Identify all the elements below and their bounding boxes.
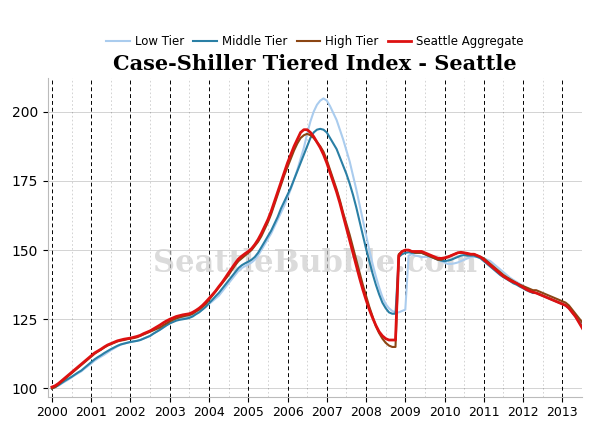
Text: SeattleBubble.com: SeattleBubble.com [153,248,477,279]
High Tier [304,131,311,136]
Middle Tier [317,126,324,132]
High Tier [49,386,56,391]
Low Tier [444,261,451,266]
Low Tier [595,354,600,359]
Middle Tier [520,286,527,291]
Low Tier [320,96,327,101]
High Tier [595,328,600,333]
Legend: Low Tier, Middle Tier, High Tier, Seattle Aggregate: Low Tier, Middle Tier, High Tier, Seattl… [106,35,524,48]
Seattle Aggregate [336,201,343,206]
Title: Case-Shiller Tiered Index - Seattle: Case-Shiller Tiered Index - Seattle [113,54,517,74]
Low Tier [49,386,56,391]
Seattle Aggregate [49,385,56,390]
Low Tier [336,127,343,132]
Line: Low Tier: Low Tier [52,99,600,388]
Seattle Aggregate [300,127,307,132]
Middle Tier [143,335,151,340]
High Tier [444,254,451,259]
High Tier [251,243,259,249]
Low Tier [143,335,151,340]
Low Tier [520,283,527,289]
High Tier [143,330,151,336]
High Tier [520,283,527,289]
Seattle Aggregate [444,254,451,259]
Seattle Aggregate [595,340,600,345]
Middle Tier [49,386,56,391]
Seattle Aggregate [143,330,151,335]
Line: High Tier: High Tier [52,134,600,388]
Middle Tier [444,258,451,263]
Low Tier [251,257,259,262]
Line: Middle Tier: Middle Tier [52,129,600,388]
Seattle Aggregate [251,242,259,247]
Seattle Aggregate [520,285,527,290]
Line: Seattle Aggregate: Seattle Aggregate [52,129,600,387]
Middle Tier [251,254,259,259]
Middle Tier [336,155,343,160]
Middle Tier [595,344,600,350]
High Tier [336,198,343,203]
